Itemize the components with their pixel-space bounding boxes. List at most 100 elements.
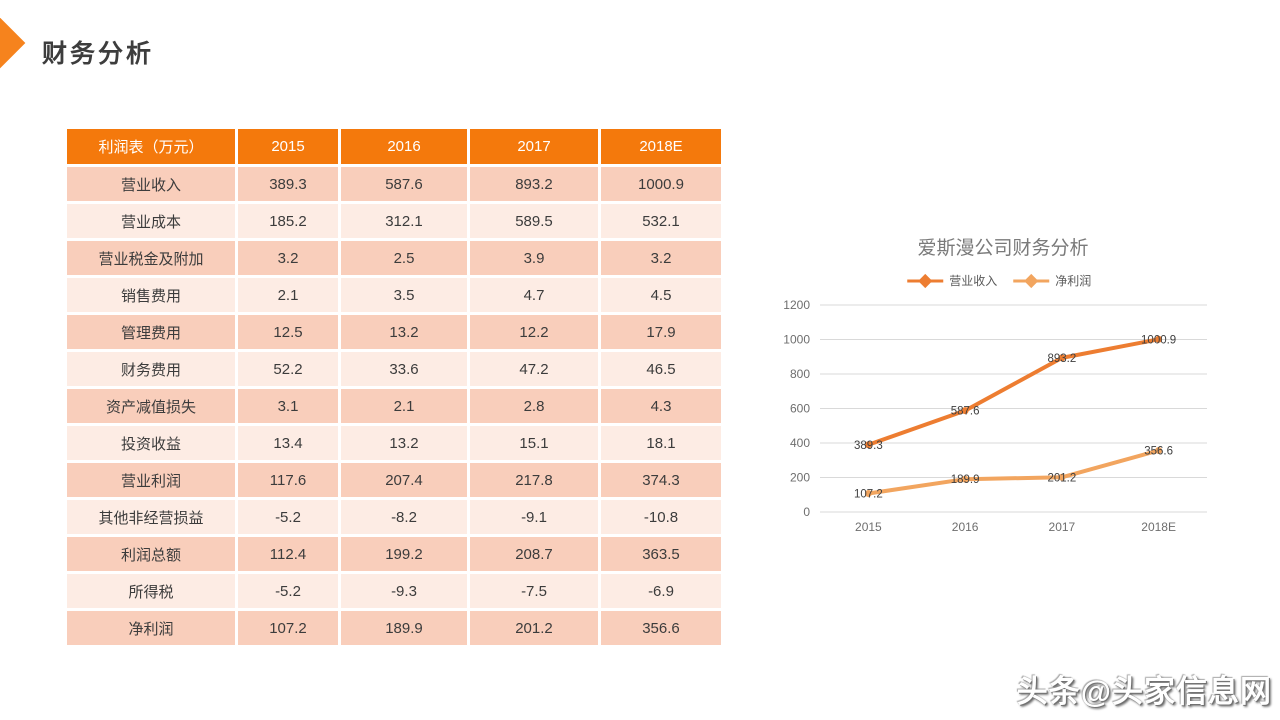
table-row-label: 净利润 bbox=[67, 611, 235, 645]
y-axis-tick-label: 400 bbox=[790, 436, 810, 450]
table-cell-value: 389.3 bbox=[238, 167, 338, 201]
table-row-label: 资产减值损失 bbox=[67, 389, 235, 423]
table-row-label: 营业成本 bbox=[67, 204, 235, 238]
data-point-marker bbox=[961, 475, 969, 483]
table-cell-value: 3.2 bbox=[238, 241, 338, 275]
table-cell-value: 4.5 bbox=[601, 278, 721, 312]
table-row-label: 利润总额 bbox=[67, 537, 235, 571]
data-point-marker bbox=[1155, 447, 1163, 454]
income-statement-table: 利润表（万元） 2015 2016 2017 2018E 营业收入 389.3 587.6 89… bbox=[67, 129, 721, 645]
table-cell-value: 589.5 bbox=[470, 204, 598, 238]
table-row-label: 所得税 bbox=[67, 574, 235, 608]
table-header-year: 2017 bbox=[470, 129, 598, 164]
y-axis-tick-label: 0 bbox=[803, 505, 810, 519]
table-cell-value: -6.9 bbox=[601, 574, 721, 608]
table-row-label: 财务费用 bbox=[67, 352, 235, 386]
table-header-year: 2018E bbox=[601, 129, 721, 164]
y-axis-tick-label: 1200 bbox=[783, 298, 810, 312]
table-cell-value: 4.3 bbox=[601, 389, 721, 423]
table-cell-value: 33.6 bbox=[341, 352, 467, 386]
table-header-title: 利润表（万元） bbox=[67, 129, 235, 164]
table-cell-value: 363.5 bbox=[601, 537, 721, 571]
y-axis-tick-label: 800 bbox=[790, 367, 810, 381]
table-cell-value: 4.7 bbox=[470, 278, 598, 312]
title-diamond-icon bbox=[0, 7, 26, 79]
y-axis-tick-label: 1000 bbox=[783, 333, 810, 347]
series-line bbox=[866, 337, 1161, 447]
table-cell-value: 532.1 bbox=[601, 204, 721, 238]
table-cell-value: 13.2 bbox=[341, 426, 467, 460]
table-cell-value: -5.2 bbox=[238, 500, 338, 534]
table-cell-value: 208.7 bbox=[470, 537, 598, 571]
x-axis-tick-label: 2016 bbox=[952, 520, 979, 534]
data-label: 201.2 bbox=[1047, 472, 1076, 484]
table-row-label: 营业利润 bbox=[67, 463, 235, 497]
table-cell-value: 12.2 bbox=[470, 315, 598, 349]
data-label: 356.6 bbox=[1144, 445, 1173, 457]
data-label: 389.3 bbox=[854, 440, 883, 452]
x-axis-tick-label: 2018E bbox=[1141, 520, 1176, 534]
table-row-label: 管理费用 bbox=[67, 315, 235, 349]
table-cell-value: 3.9 bbox=[470, 241, 598, 275]
table-cell-value: 2.1 bbox=[341, 389, 467, 423]
table-cell-value: 1000.9 bbox=[601, 167, 721, 201]
table-cell-value: 893.2 bbox=[470, 167, 598, 201]
table-row-label: 销售费用 bbox=[67, 278, 235, 312]
data-point-marker bbox=[1058, 354, 1066, 362]
table-row-label: 营业收入 bbox=[67, 167, 235, 201]
data-label: 1000.9 bbox=[1141, 334, 1176, 346]
legend-label: 净利润 bbox=[1055, 274, 1091, 288]
table-cell-value: 199.2 bbox=[341, 537, 467, 571]
y-axis-tick-label: 200 bbox=[790, 471, 810, 485]
table-cell-value: 112.4 bbox=[238, 537, 338, 571]
chart-title: 爱斯漫公司财务分析 bbox=[917, 237, 1088, 259]
table-cell-value: 312.1 bbox=[341, 204, 467, 238]
table-cell-value: 17.9 bbox=[601, 315, 721, 349]
table-cell-value: -9.1 bbox=[470, 500, 598, 534]
data-point-marker bbox=[961, 407, 969, 415]
table-cell-value: -9.3 bbox=[341, 574, 467, 608]
data-label: 107.2 bbox=[854, 489, 883, 501]
table-cell-value: 3.2 bbox=[601, 241, 721, 275]
financial-line-chart: 爱斯漫公司财务分析 营业收入 净利润 0 200 400 600 800 1000 1200 201… bbox=[770, 232, 1230, 542]
table-cell-value: 15.1 bbox=[470, 426, 598, 460]
table-cell-value: 18.1 bbox=[601, 426, 721, 460]
table-cell-value: 3.1 bbox=[238, 389, 338, 423]
table-cell-value: 13.4 bbox=[238, 426, 338, 460]
series-line bbox=[866, 448, 1161, 496]
table-cell-value: 185.2 bbox=[238, 204, 338, 238]
table-cell-value: 2.1 bbox=[238, 278, 338, 312]
table-cell-value: 217.8 bbox=[470, 463, 598, 497]
legend-item: 营业收入 bbox=[907, 273, 997, 289]
table-header-year: 2015 bbox=[238, 129, 338, 164]
data-point-marker bbox=[1058, 473, 1066, 481]
table-cell-value: -5.2 bbox=[238, 574, 338, 608]
table-cell-value: -10.8 bbox=[601, 500, 721, 534]
x-axis-tick-label: 2015 bbox=[855, 520, 882, 534]
table-cell-value: 47.2 bbox=[470, 352, 598, 386]
data-point-marker bbox=[864, 441, 872, 449]
table-cell-value: 12.5 bbox=[238, 315, 338, 349]
table-header-year: 2016 bbox=[341, 129, 467, 164]
watermark: 头条@头家信息网 bbox=[1016, 674, 1272, 709]
data-point-marker bbox=[1155, 335, 1163, 343]
legend-label: 营业收入 bbox=[949, 274, 997, 288]
table-row-label: 投资收益 bbox=[67, 426, 235, 460]
legend-item: 净利润 bbox=[1013, 273, 1091, 289]
table-cell-value: 587.6 bbox=[341, 167, 467, 201]
table-cell-value: 3.5 bbox=[341, 278, 467, 312]
table-cell-value: 2.8 bbox=[470, 389, 598, 423]
table-cell-value: 13.2 bbox=[341, 315, 467, 349]
data-label: 893.2 bbox=[1047, 353, 1076, 365]
page-title: 财务分析 bbox=[42, 40, 155, 68]
table-row-label: 其他非经营损益 bbox=[67, 500, 235, 534]
table-row-label: 营业税金及附加 bbox=[67, 241, 235, 275]
table-cell-value: 107.2 bbox=[238, 611, 338, 645]
table-cell-value: 207.4 bbox=[341, 463, 467, 497]
table-cell-value: 2.5 bbox=[341, 241, 467, 275]
data-label: 587.6 bbox=[951, 406, 980, 418]
table-cell-value: 117.6 bbox=[238, 463, 338, 497]
table-cell-value: -7.5 bbox=[470, 574, 598, 608]
data-point-marker bbox=[864, 490, 872, 497]
